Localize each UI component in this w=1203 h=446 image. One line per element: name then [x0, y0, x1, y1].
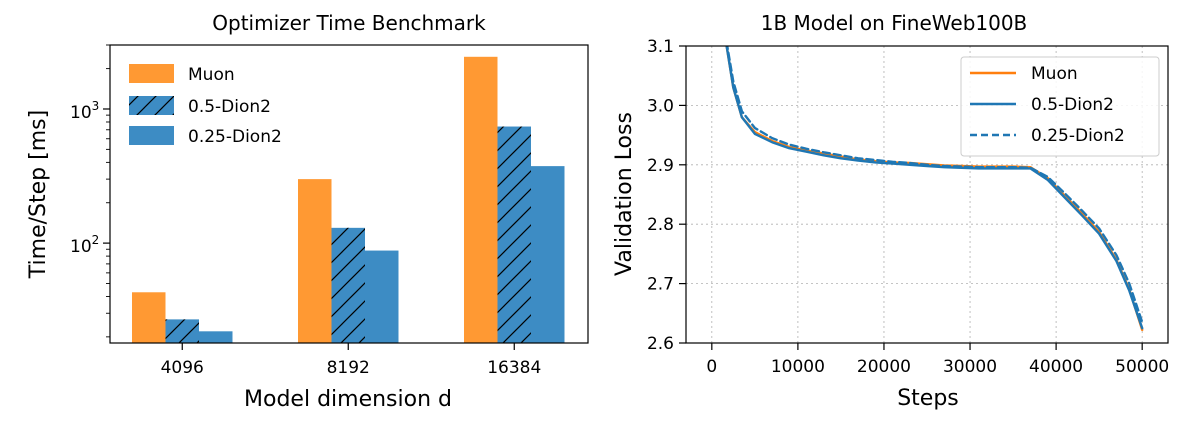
legend-hatch-0.5-dion2: [129, 96, 174, 115]
left-x-tick-label: 4096: [161, 358, 204, 378]
line-chart-xlabel: Steps: [897, 386, 959, 411]
left-x-tick-label: 8192: [327, 358, 370, 378]
legend-label-0.25-dion2: 0.25-Dion2: [1031, 126, 1125, 146]
line-y-tick-label: 2.8: [647, 215, 674, 235]
line-legend: Muon 0.5-Dion2 0.25-Dion2: [960, 56, 1160, 157]
bar-0.25-dion2-4096: [199, 331, 233, 343]
tick-base: 10: [70, 103, 92, 123]
line-y-tick-label: 2.9: [647, 156, 674, 176]
line-chart: 1B Model on FineWeb100B 0 10000 20000 30000…: [612, 11, 1169, 411]
line-x-tick-label: 30000: [943, 357, 997, 377]
line-chart-title: 1B Model on FineWeb100B: [761, 11, 1028, 35]
legend-label-0.5-dion2: 0.5-Dion2: [1031, 95, 1114, 115]
legend-label-0.5-dion2: 0.5-Dion2: [188, 97, 271, 117]
bar-muon-8192: [298, 179, 332, 343]
bar-0.25-dion2-8192: [365, 250, 399, 343]
bar-chart-xlabel: Model dimension d: [244, 387, 452, 412]
line-y-tick-label: 3.1: [647, 37, 674, 57]
left-y-tick-label: 102: [70, 233, 99, 257]
bar-chart-frame: [109, 44, 589, 344]
bar-hatch-0.5-dion2-4096: [165, 319, 199, 343]
line-legend-box: [960, 56, 1160, 157]
line-series-0.25-dion2: [726, 46, 1144, 324]
line-chart-frame: [685, 45, 1169, 344]
left-x-ticks: 4096 8192 16384: [161, 343, 541, 378]
line-y-tick-label: 2.6: [647, 334, 674, 354]
bar-hatch-0.5-dion2-8192: [331, 227, 365, 343]
bar-legend: Muon 0.5-Dion2 0.25-Dion2: [129, 64, 282, 147]
line-x-tick-label: 40000: [1029, 357, 1083, 377]
line-x-tick-label: 0: [706, 357, 717, 377]
tick-exponent: 3: [92, 99, 100, 113]
bars: [132, 56, 565, 343]
left-x-tick-label: 16384: [487, 358, 541, 378]
legend-label-0.25-dion2: 0.25-Dion2: [188, 127, 282, 147]
line-y-tick-label: 3.0: [647, 96, 674, 116]
lines: [725, 46, 1144, 332]
legend-swatch-muon: [129, 64, 174, 83]
line-x-tick-label: 50000: [1115, 357, 1169, 377]
line-ticks: 0 10000 20000 30000 40000 50000 2.6 2.7 2.8 2.9 3.…: [647, 37, 1169, 377]
tick-exponent: 2: [92, 233, 100, 247]
bar-0.25-dion2-16384: [531, 166, 565, 343]
line-x-tick-label: 10000: [771, 357, 825, 377]
legend-label-muon: Muon: [188, 65, 235, 85]
bar-muon-16384: [464, 56, 498, 343]
bar-hatch-0.5-dion2-16384: [497, 126, 531, 343]
bar-chart-title: Optimizer Time Benchmark: [212, 11, 486, 35]
legend-label-muon: Muon: [1031, 64, 1078, 84]
line-chart-ylabel: Validation Loss: [612, 112, 637, 276]
bar-chart-ylabel: Time/Step [ms]: [26, 110, 51, 279]
legend-swatch-0.25-dion2: [129, 126, 174, 145]
line-y-tick-label: 2.7: [647, 275, 674, 295]
line-x-tick-label: 20000: [857, 357, 911, 377]
tick-base: 10: [70, 237, 92, 257]
left-y-tick-label: 103: [70, 99, 99, 123]
bar-muon-4096: [132, 292, 166, 343]
